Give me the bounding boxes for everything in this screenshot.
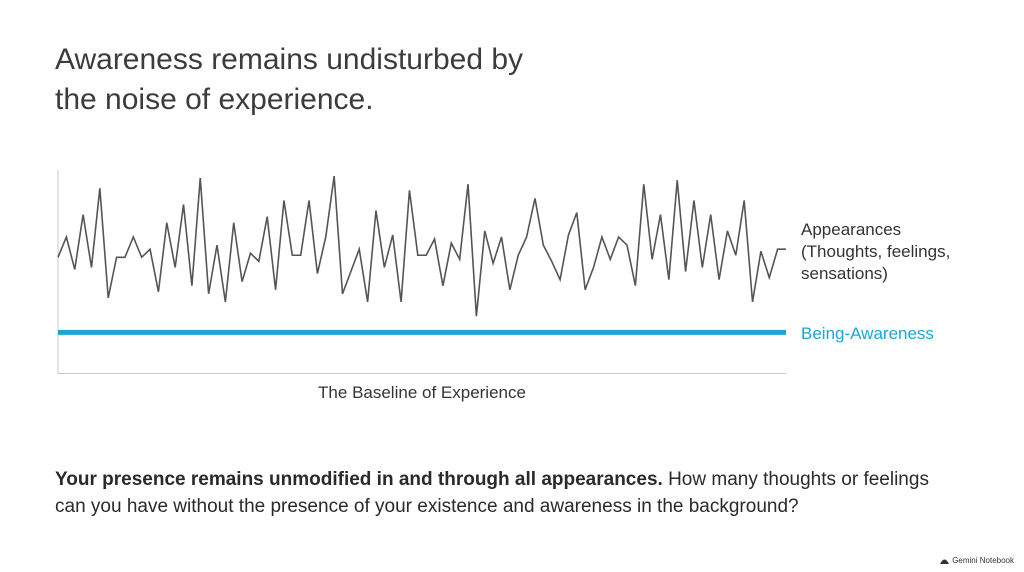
series-line <box>57 175 786 317</box>
body-text: Your presence remains unmodified in and … <box>55 466 935 520</box>
body-rest: How many thoughts or feelings can you ha… <box>55 469 929 517</box>
footer-icon <box>940 559 950 564</box>
legend-label: Appearances (Thoughts, feelings, sensati… <box>801 220 951 283</box>
slide-title: Awareness remains undisturbed by the noi… <box>55 43 524 116</box>
footer-text: Gemini Notebook <box>952 556 1014 565</box>
footer: Gemini Notebook <box>940 556 1014 565</box>
x-axis-label: The Baseline of Experience <box>318 383 526 402</box>
legend-label: Being-Awareness <box>801 324 934 343</box>
body-bold: Your presence remains unmodified in and … <box>55 469 663 490</box>
